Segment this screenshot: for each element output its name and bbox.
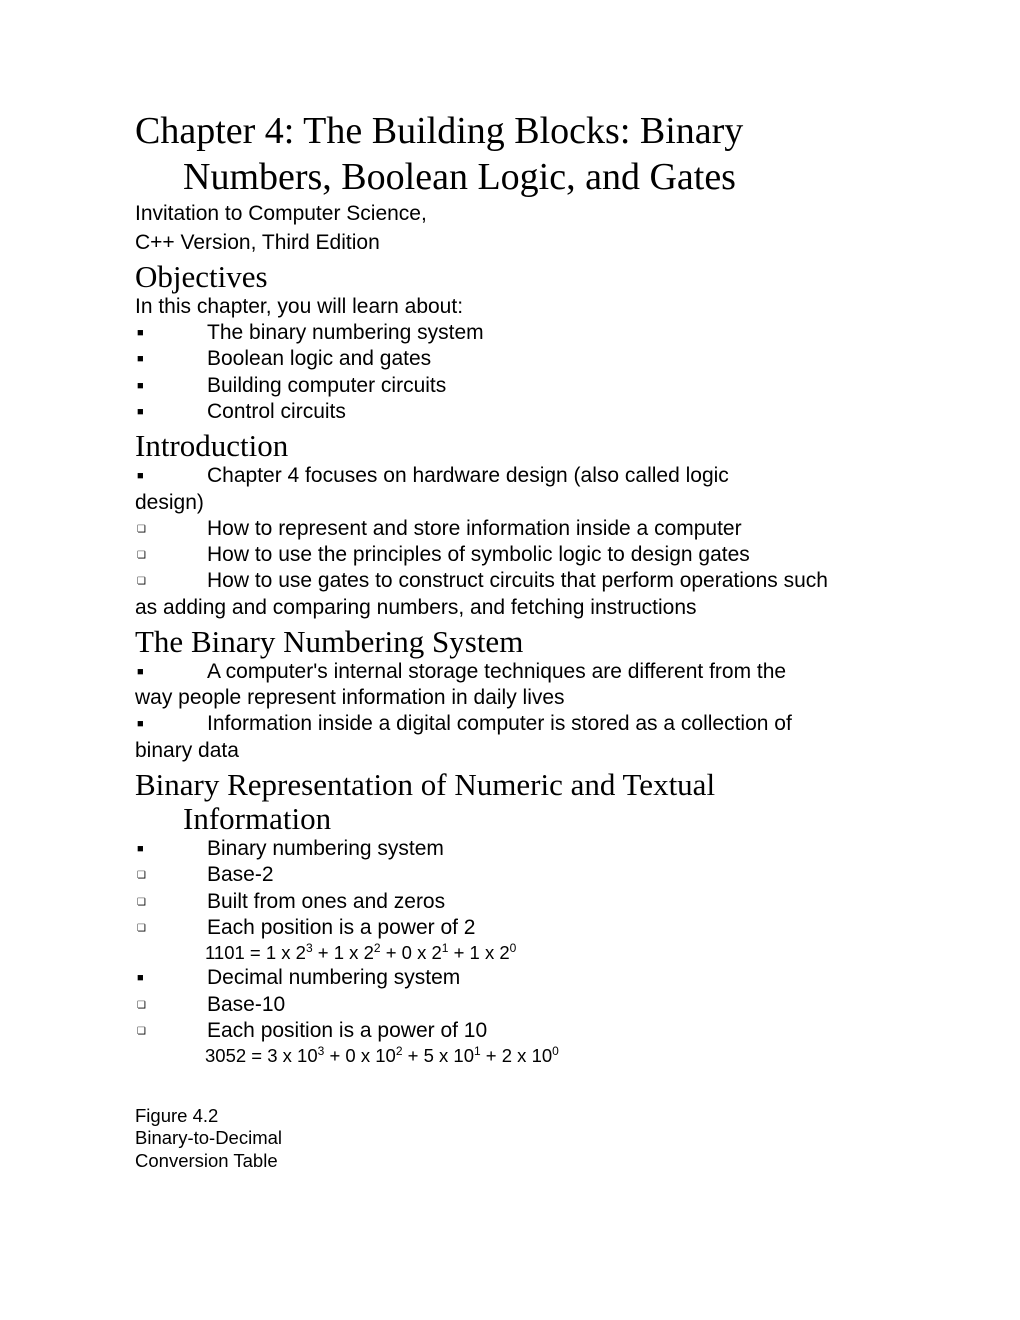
rep-item: Base-10 — [135, 992, 885, 1018]
intro-text: Chapter 4 focuses on hardware design (al… — [207, 463, 885, 489]
rep-item: Built from ones and zeros — [135, 889, 885, 915]
objectives-lead: In this chapter, you will learn about: — [135, 294, 885, 320]
binary-text: Information inside a digital computer is… — [207, 711, 885, 737]
intro-text: How to represent and store information i… — [207, 516, 885, 542]
binary-wrap: binary data — [135, 738, 885, 764]
rep-text: Base-10 — [207, 992, 885, 1018]
introduction-heading: Introduction — [135, 429, 885, 463]
rep-text: Each position is a power of 10 — [207, 1018, 885, 1044]
rep-text: Base-2 — [207, 862, 885, 888]
intro-text: How to use gates to construct circuits t… — [207, 568, 885, 594]
rep-item: Decimal numbering system — [135, 965, 885, 991]
bullet-hollow-icon — [135, 516, 207, 537]
bullet-filled-icon — [135, 965, 207, 986]
objective-item: Building computer circuits — [135, 373, 885, 399]
objective-text: Control circuits — [207, 399, 885, 425]
rep-item: Base-2 — [135, 862, 885, 888]
binary-item: Information inside a digital computer is… — [135, 711, 885, 737]
bullet-filled-icon — [135, 659, 207, 680]
intro-wrap: as adding and comparing numbers, and fet… — [135, 595, 885, 621]
intro-item: How to use the principles of symbolic lo… — [135, 542, 885, 568]
chapter-title-line1: Chapter 4: The Building Blocks: Binary — [135, 110, 885, 154]
bullet-filled-icon — [135, 711, 207, 732]
objective-text: The binary numbering system — [207, 320, 885, 346]
bullet-filled-icon — [135, 463, 207, 484]
rep-text: Each position is a power of 2 — [207, 915, 885, 941]
figure-number: Figure 4.2 — [135, 1105, 885, 1127]
intro-item: How to represent and store information i… — [135, 516, 885, 542]
bullet-hollow-icon — [135, 915, 207, 936]
bullet-filled-icon — [135, 836, 207, 857]
bullet-hollow-icon — [135, 862, 207, 883]
binary-item: A computer's internal storage techniques… — [135, 659, 885, 685]
rep-item: Each position is a power of 10 — [135, 1018, 885, 1044]
figure-title-line1: Binary-to-Decimal — [135, 1127, 885, 1149]
bullet-filled-icon — [135, 373, 207, 394]
bullet-hollow-icon — [135, 992, 207, 1013]
bullet-filled-icon — [135, 346, 207, 367]
bullet-hollow-icon — [135, 889, 207, 910]
bullet-hollow-icon — [135, 542, 207, 563]
document-page: Chapter 4: The Building Blocks: Binary N… — [0, 0, 1020, 1252]
formula-decimal: 3052 = 3 x 103 + 0 x 102 + 5 x 101 + 2 x… — [135, 1045, 885, 1067]
binary-rep-heading-line2: Information — [135, 802, 885, 836]
bullet-hollow-icon — [135, 568, 207, 589]
bullet-hollow-icon — [135, 1018, 207, 1039]
book-title-line1: Invitation to Computer Science, — [135, 201, 885, 227]
bullet-filled-icon — [135, 399, 207, 420]
intro-wrap: design) — [135, 490, 885, 516]
binary-rep-heading-line1: Binary Representation of Numeric and Tex… — [135, 768, 885, 802]
intro-text: How to use the principles of symbolic lo… — [207, 542, 885, 568]
objective-text: Building computer circuits — [207, 373, 885, 399]
objective-item: The binary numbering system — [135, 320, 885, 346]
figure-title-line2: Conversion Table — [135, 1150, 885, 1172]
rep-text: Built from ones and zeros — [207, 889, 885, 915]
rep-text: Binary numbering system — [207, 836, 885, 862]
rep-text: Decimal numbering system — [207, 965, 885, 991]
objectives-heading: Objectives — [135, 260, 885, 294]
objective-text: Boolean logic and gates — [207, 346, 885, 372]
bullet-filled-icon — [135, 320, 207, 341]
objective-item: Control circuits — [135, 399, 885, 425]
binary-wrap: way people represent information in dail… — [135, 685, 885, 711]
objective-item: Boolean logic and gates — [135, 346, 885, 372]
binary-text: A computer's internal storage techniques… — [207, 659, 885, 685]
intro-item: How to use gates to construct circuits t… — [135, 568, 885, 594]
rep-item: Each position is a power of 2 — [135, 915, 885, 941]
intro-item: Chapter 4 focuses on hardware design (al… — [135, 463, 885, 489]
figure-caption: Figure 4.2 Binary-to-Decimal Conversion … — [135, 1105, 885, 1172]
binary-system-heading: The Binary Numbering System — [135, 625, 885, 659]
formula-binary: 1101 = 1 x 23 + 1 x 22 + 0 x 21 + 1 x 20 — [135, 942, 885, 964]
rep-item: Binary numbering system — [135, 836, 885, 862]
book-title-line2: C++ Version, Third Edition — [135, 230, 885, 256]
chapter-title-line2: Numbers, Boolean Logic, and Gates — [135, 156, 885, 200]
